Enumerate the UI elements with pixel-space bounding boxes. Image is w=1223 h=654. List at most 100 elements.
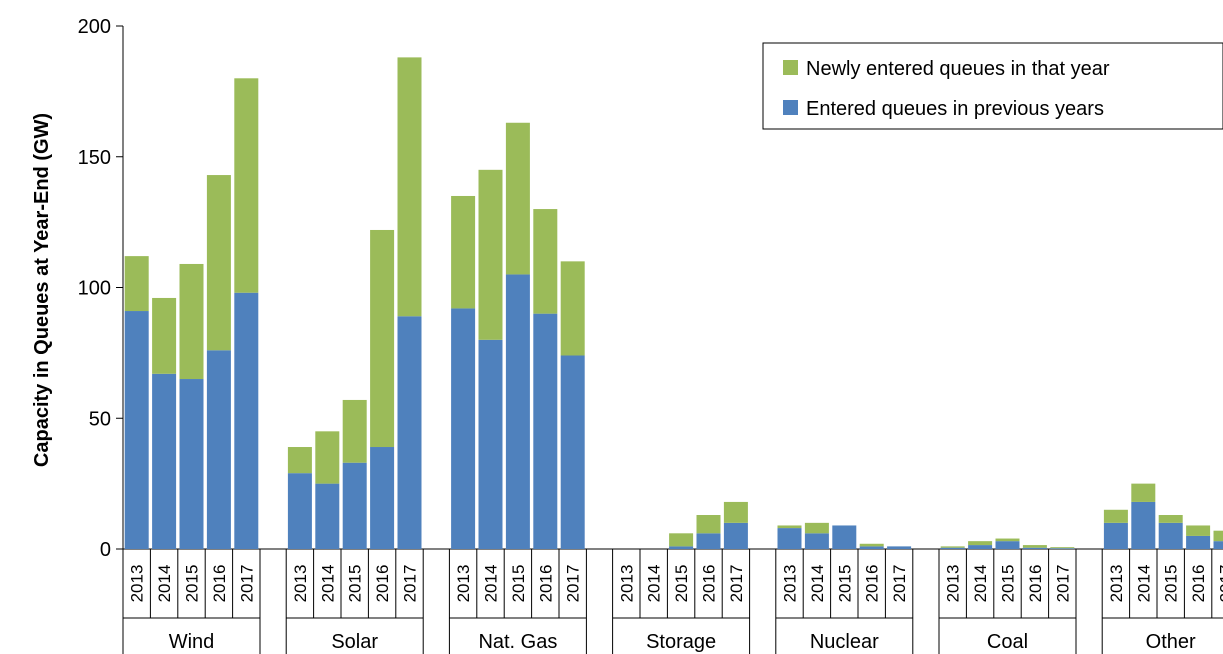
bar-previous-coal-2013: [940, 547, 965, 549]
year-tick-label: 2015: [672, 565, 691, 603]
year-tick-label: 2017: [727, 565, 746, 603]
year-tick-label: 2016: [1026, 565, 1045, 603]
y-tick-label: 200: [78, 16, 111, 38]
year-tick-label: 2016: [700, 565, 719, 603]
year-tick-label: 2013: [454, 565, 473, 603]
year-tick-label: 2016: [863, 565, 882, 603]
bar-previous-other-2017: [1213, 541, 1223, 549]
group-label: Wind: [169, 631, 215, 653]
bar-previous-coal-2017: [1050, 548, 1075, 549]
bar-new-coal-2017: [1050, 547, 1075, 549]
bar-previous-coal-2015: [995, 541, 1020, 549]
year-tick-label: 2016: [536, 565, 555, 603]
bar-new-nat-gas-2017: [560, 261, 585, 356]
bar-new-solar-2013: [287, 447, 312, 474]
year-tick-label: 2013: [781, 565, 800, 603]
year-tick-label: 2013: [944, 565, 963, 603]
y-axis-label: Capacity in Queues at Year-End (GW): [31, 113, 53, 467]
y-tick-label: 100: [78, 278, 111, 300]
bar-previous-nuclear-2015: [832, 525, 857, 549]
year-tick-label: 2014: [971, 565, 990, 603]
bar-new-storage-2017: [723, 501, 748, 523]
year-tick-label: 2014: [155, 565, 174, 603]
bar-new-other-2017: [1213, 530, 1223, 542]
bar-previous-solar-2015: [342, 462, 367, 549]
bar-new-coal-2014: [968, 541, 993, 546]
bar-new-storage-2016: [696, 515, 721, 534]
legend-label-previous: Entered queues in previous years: [806, 98, 1104, 120]
year-tick-label: 2015: [509, 565, 528, 603]
bar-new-wind-2014: [152, 297, 177, 374]
bar-new-wind-2017: [234, 78, 259, 293]
bar-previous-solar-2016: [370, 447, 395, 549]
year-tick-label: 2014: [482, 565, 501, 603]
bar-new-nat-gas-2016: [533, 209, 558, 314]
year-tick-label: 2015: [835, 565, 854, 603]
bar-new-solar-2016: [370, 229, 395, 448]
x-axis-labels: 2013 2014 2015 2016 2017 Wind 2013 2014 2015 2016…: [122, 549, 1223, 654]
legend-swatch-previous: [783, 100, 798, 115]
bar-previous-nuclear-2014: [804, 533, 829, 549]
year-tick-label: 2014: [645, 565, 664, 603]
bar-previous-solar-2014: [315, 483, 340, 549]
bar-previous-nuclear-2017: [887, 546, 912, 549]
bar-previous-storage-2016: [696, 533, 721, 549]
bar-previous-wind-2017: [234, 292, 259, 549]
year-tick-label: 2015: [346, 565, 365, 603]
legend-label-new: Newly entered queues in that year: [806, 58, 1110, 80]
bar-previous-storage-2015: [669, 546, 694, 549]
bar-previous-solar-2013: [287, 473, 312, 549]
group-label: Coal: [987, 631, 1028, 653]
bar-previous-nuclear-2016: [859, 546, 884, 549]
group-label: Other: [1146, 631, 1196, 653]
year-tick-label: 2016: [373, 565, 392, 603]
bar-previous-wind-2013: [124, 311, 149, 549]
bar-new-nuclear-2014: [804, 522, 829, 534]
year-tick-label: 2017: [1053, 565, 1072, 603]
bar-previous-wind-2016: [206, 350, 231, 549]
bar-new-nuclear-2013: [777, 525, 802, 529]
bar-previous-other-2013: [1103, 522, 1128, 549]
bar-previous-other-2014: [1131, 501, 1156, 549]
bar-previous-coal-2016: [1022, 547, 1047, 549]
bar-new-nat-gas-2014: [478, 169, 503, 340]
bar-new-wind-2016: [206, 175, 231, 351]
group-label: Storage: [646, 631, 716, 653]
bar-previous-other-2015: [1158, 522, 1183, 549]
year-tick-label: 2017: [1217, 565, 1223, 603]
year-tick-label: 2017: [564, 565, 583, 603]
bar-previous-nat-gas-2017: [560, 355, 585, 549]
bar-new-coal-2016: [1022, 545, 1047, 548]
group-label: Solar: [331, 631, 378, 653]
bar-previous-nat-gas-2013: [451, 308, 476, 549]
year-tick-label: 2013: [1107, 565, 1126, 603]
year-tick-label: 2014: [318, 565, 337, 603]
bar-new-solar-2017: [397, 57, 422, 317]
legend: Newly entered queues in that year Entere…: [762, 42, 1223, 130]
bar-previous-other-2016: [1186, 535, 1211, 549]
year-tick-label: 2013: [291, 565, 310, 603]
bar-new-other-2015: [1158, 515, 1183, 523]
bars: [124, 57, 1223, 549]
bar-previous-nuclear-2013: [777, 528, 802, 549]
legend-box: [762, 42, 1223, 130]
bar-new-other-2013: [1103, 509, 1128, 523]
bar-new-coal-2013: [940, 546, 965, 548]
bar-new-nuclear-2016: [859, 543, 884, 547]
bar-new-nat-gas-2013: [451, 195, 476, 309]
bar-previous-wind-2015: [179, 379, 204, 549]
bar-previous-coal-2014: [968, 545, 993, 549]
bar-previous-solar-2017: [397, 316, 422, 549]
y-tick-label: 0: [100, 539, 111, 561]
y-tick-label: 50: [89, 408, 111, 430]
year-tick-label: 2015: [999, 565, 1018, 603]
year-tick-label: 2016: [210, 565, 229, 603]
bar-new-storage-2015: [669, 533, 694, 547]
bar-new-solar-2014: [315, 431, 340, 484]
bar-previous-storage-2017: [723, 522, 748, 549]
bar-new-nat-gas-2015: [505, 122, 530, 275]
bar-new-other-2016: [1186, 525, 1211, 536]
bar-new-solar-2015: [342, 399, 367, 463]
bar-new-other-2014: [1131, 483, 1156, 502]
